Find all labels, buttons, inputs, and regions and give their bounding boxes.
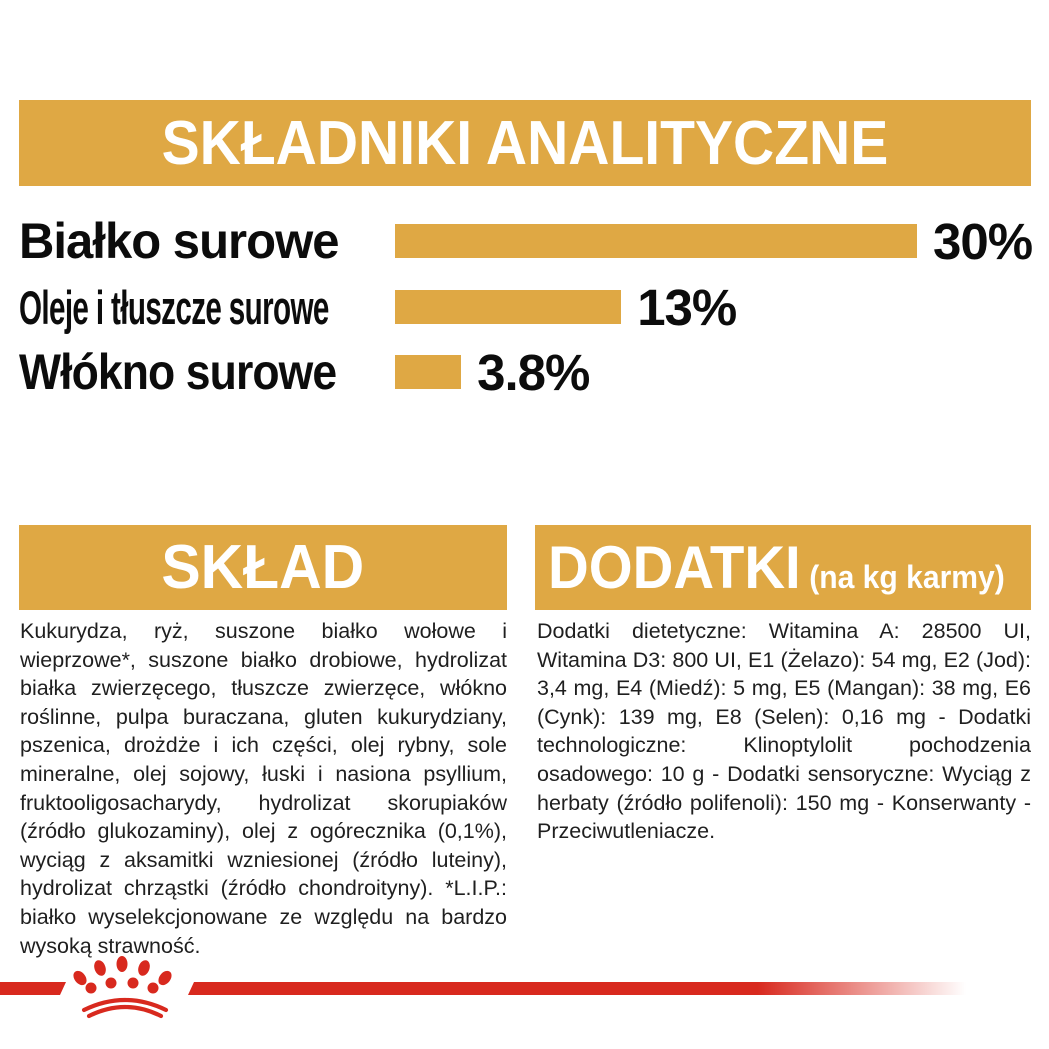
bar bbox=[395, 355, 462, 389]
dodatki-title: DODATKI bbox=[548, 533, 801, 601]
dodatki-body: Dodatki dietetyczne: Witamina A: 28500 U… bbox=[537, 619, 1031, 844]
bar bbox=[395, 224, 917, 258]
chart-row: Białko surowe 30% bbox=[19, 216, 1033, 267]
bar-label: Oleje i tłuszcze surowe bbox=[19, 280, 329, 334]
analytical-title: SKŁADNIKI ANALITYCZNE bbox=[161, 108, 889, 178]
chart-row: Włókno surowe 3.8% bbox=[19, 347, 1031, 398]
footer-stripe-left bbox=[0, 982, 66, 995]
analytical-header-banner: SKŁADNIKI ANALITYCZNE bbox=[19, 100, 1031, 186]
sklad-body: Kukurydza, ryż, suszone białko wołowe i … bbox=[20, 619, 507, 958]
bar-value: 13% bbox=[637, 278, 737, 336]
bar-label: Włókno surowe bbox=[19, 344, 337, 400]
bar bbox=[395, 290, 622, 324]
dodatki-subtitle: (na kg karmy) bbox=[809, 558, 1005, 595]
dodatki-heading: DODATKI (na kg karmy) bbox=[548, 533, 1005, 601]
royal-canin-crown-icon bbox=[73, 956, 172, 1019]
bar-label: Białko surowe bbox=[19, 213, 339, 269]
sklad-banner: SKŁAD bbox=[19, 525, 507, 610]
bar-value: 30% bbox=[933, 212, 1033, 270]
chart-row: Oleje i tłuszcze surowe 13% bbox=[19, 282, 1031, 333]
dodatki-banner: DODATKI (na kg karmy) bbox=[535, 525, 1031, 610]
sklad-title: SKŁAD bbox=[161, 533, 365, 602]
bar-value: 3.8% bbox=[477, 343, 590, 401]
footer-stripe-right bbox=[188, 982, 990, 995]
